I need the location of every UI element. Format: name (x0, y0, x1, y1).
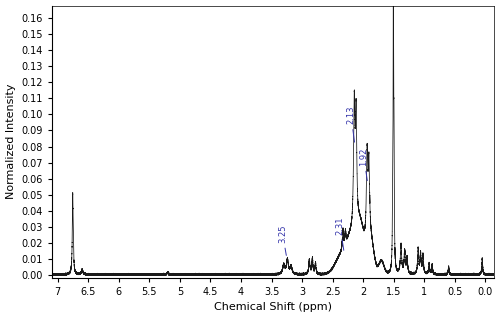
Text: 2.13: 2.13 (346, 106, 356, 142)
Text: 1.92: 1.92 (359, 147, 368, 181)
Text: 2.31: 2.31 (336, 216, 344, 250)
Y-axis label: Normalized Intensity: Normalized Intensity (6, 84, 16, 199)
X-axis label: Chemical Shift (ppm): Chemical Shift (ppm) (214, 302, 332, 313)
Text: 3.25: 3.25 (278, 224, 287, 255)
